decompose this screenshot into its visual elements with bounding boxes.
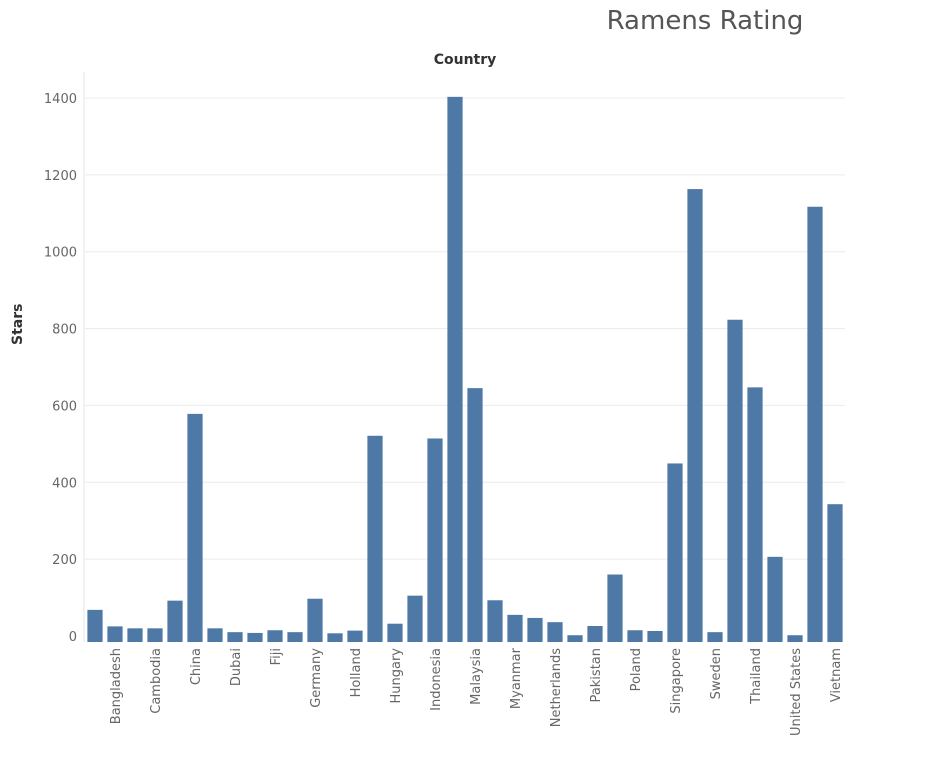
x-tick-label: Fiji bbox=[269, 648, 284, 665]
bar bbox=[127, 628, 143, 642]
x-tick-label: China bbox=[189, 648, 204, 685]
bar bbox=[207, 628, 223, 642]
x-tick-label: Holland bbox=[349, 648, 364, 697]
x-axis-title: Country bbox=[433, 52, 497, 68]
chart-title: Ramens Rating bbox=[606, 6, 804, 36]
bar bbox=[627, 630, 643, 642]
bar bbox=[707, 632, 723, 642]
bar bbox=[247, 632, 263, 642]
bar bbox=[547, 622, 563, 642]
bar bbox=[107, 626, 123, 642]
bar bbox=[527, 617, 543, 642]
y-tick-label: 600 bbox=[52, 399, 77, 414]
y-tick-label: 400 bbox=[52, 476, 77, 491]
bar bbox=[747, 387, 763, 642]
x-tick-label: Thailand bbox=[749, 648, 764, 705]
y-tick-label: 1200 bbox=[44, 169, 77, 184]
bar bbox=[567, 635, 583, 642]
x-tick-label: Indonesia bbox=[429, 648, 444, 711]
x-tick-label: Sweden bbox=[709, 648, 724, 699]
x-tick-label: Hungary bbox=[389, 648, 404, 704]
x-tick-labels: Bangladesh Cambodia China Dubai Fiji Germany H… bbox=[109, 647, 844, 736]
bar bbox=[807, 206, 823, 642]
bar bbox=[287, 632, 303, 642]
bar bbox=[727, 319, 743, 642]
x-tick-label: Malaysia bbox=[469, 648, 484, 705]
bar bbox=[367, 435, 383, 642]
bar bbox=[147, 628, 163, 642]
bar bbox=[447, 96, 463, 642]
bar bbox=[767, 556, 783, 642]
bar bbox=[227, 632, 243, 642]
y-tick-labels: 0 200 400 600 800 1000 1200 1400 bbox=[44, 92, 77, 645]
x-tick-label: Bangladesh bbox=[109, 648, 124, 724]
y-tick-label: 800 bbox=[52, 323, 77, 338]
x-tick-label: Vietnam bbox=[829, 648, 844, 702]
x-tick-label: Netherlands bbox=[549, 648, 564, 727]
x-tick-label: Myanmar bbox=[509, 647, 524, 709]
bar bbox=[387, 623, 403, 642]
y-tick-label: 200 bbox=[52, 553, 77, 568]
bar bbox=[607, 574, 623, 642]
x-tick-label: Dubai bbox=[229, 648, 244, 686]
x-tick-label: United States bbox=[789, 648, 804, 736]
x-tick-label: Germany bbox=[309, 648, 324, 708]
bar bbox=[487, 600, 503, 642]
x-tick-label: Pakistan bbox=[589, 648, 604, 702]
bar bbox=[307, 598, 323, 642]
bar bbox=[507, 614, 523, 642]
bar bbox=[687, 189, 703, 642]
x-tick-label: Poland bbox=[629, 648, 644, 691]
bar bbox=[167, 600, 183, 642]
y-tick-label: 1000 bbox=[44, 246, 77, 261]
bar bbox=[787, 635, 803, 642]
bar bbox=[467, 388, 483, 642]
bar bbox=[187, 413, 203, 642]
bar bbox=[87, 609, 103, 642]
bars bbox=[87, 96, 843, 642]
bar bbox=[327, 633, 343, 642]
bar bbox=[647, 631, 663, 642]
bar bbox=[427, 438, 443, 642]
bar bbox=[407, 595, 423, 642]
bar bbox=[667, 463, 683, 642]
bar bbox=[267, 630, 283, 642]
y-tick-label: 0 bbox=[69, 630, 77, 645]
bar bbox=[347, 630, 363, 642]
bar bbox=[587, 626, 603, 642]
x-tick-label: Cambodia bbox=[149, 648, 164, 714]
bar bbox=[827, 504, 843, 642]
y-tick-label: 1400 bbox=[44, 92, 77, 107]
gridlines bbox=[83, 72, 845, 642]
x-tick-label: Singapore bbox=[669, 648, 684, 714]
